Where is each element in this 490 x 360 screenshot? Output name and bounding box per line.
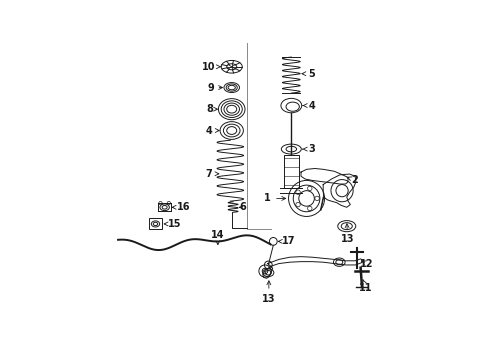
Text: 5: 5 <box>302 69 316 79</box>
Text: 2: 2 <box>347 175 359 185</box>
Text: 9: 9 <box>207 82 222 93</box>
Text: 3: 3 <box>303 144 315 154</box>
Text: 12: 12 <box>360 258 374 269</box>
Text: 8: 8 <box>206 104 218 114</box>
Text: 6: 6 <box>240 202 246 212</box>
Bar <box>284 155 299 188</box>
Text: 13: 13 <box>341 224 354 244</box>
Text: 14: 14 <box>211 230 224 245</box>
Text: 16: 16 <box>172 202 190 212</box>
Text: 11: 11 <box>359 280 373 293</box>
Text: 7: 7 <box>206 169 219 179</box>
Text: 4: 4 <box>303 100 316 111</box>
Text: 1: 1 <box>265 193 286 203</box>
Text: 4: 4 <box>206 126 219 135</box>
Text: 10: 10 <box>202 62 221 72</box>
Text: 13: 13 <box>262 281 275 304</box>
Text: 15: 15 <box>164 219 182 229</box>
Text: 17: 17 <box>278 237 295 246</box>
